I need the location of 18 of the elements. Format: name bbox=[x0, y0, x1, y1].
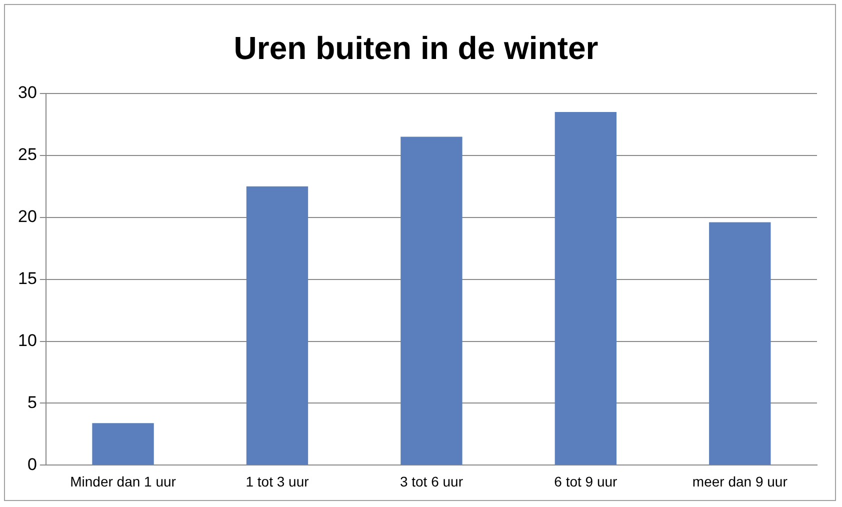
x-tick-label: Minder dan 1 uur bbox=[70, 473, 176, 490]
bar bbox=[400, 136, 462, 465]
x-tick-label: 1 tot 3 uur bbox=[246, 473, 310, 490]
x-tick-label: 6 tot 9 uur bbox=[554, 473, 618, 490]
y-tick-label: 20 bbox=[18, 207, 37, 226]
y-tick-label: 5 bbox=[27, 392, 37, 412]
bar bbox=[246, 186, 308, 465]
y-tick-label: 30 bbox=[18, 83, 37, 102]
y-tick-label: 0 bbox=[27, 454, 37, 474]
chart-title: Uren buiten in de winter bbox=[234, 30, 598, 66]
y-tick-label: 25 bbox=[18, 145, 37, 164]
x-tick-label: meer dan 9 uur bbox=[692, 473, 788, 490]
bar bbox=[92, 423, 154, 465]
x-tick-label: 3 tot 6 uur bbox=[400, 473, 464, 490]
y-tick-label: 10 bbox=[18, 330, 37, 350]
bar bbox=[709, 222, 771, 465]
y-tick-label: 15 bbox=[18, 268, 37, 288]
bar bbox=[554, 112, 617, 465]
